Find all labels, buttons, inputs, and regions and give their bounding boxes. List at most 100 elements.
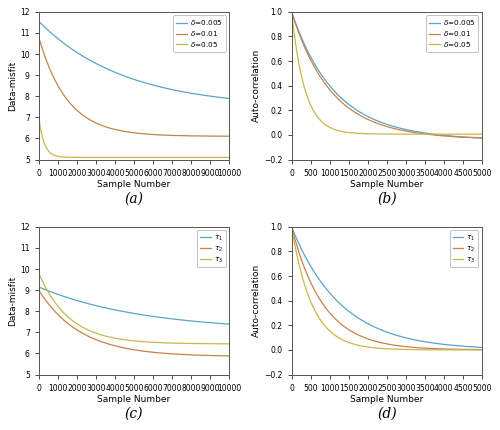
$\it{\delta}$=0.05 [226, 155, 232, 160]
$\it{\delta}$=0.01 [167, 133, 173, 138]
$\it{\tau}_1$ [466, 344, 472, 349]
$\it{\tau}_2$ [56, 312, 62, 317]
$\it{\tau}_3$ [288, 224, 294, 230]
$\it{\delta}$=0.05 [217, 155, 223, 160]
Line: $\it{\delta}$=0.005: $\it{\delta}$=0.005 [39, 22, 229, 98]
$\it{\tau}_1$ [226, 322, 232, 327]
$\it{\tau}_3$ [164, 341, 170, 346]
$\it{\delta}$=0.005 [288, 9, 294, 15]
$\it{\tau}_2$ [420, 345, 426, 350]
Line: $\it{\tau}_2$: $\it{\tau}_2$ [39, 290, 229, 356]
$\it{\tau}_1$ [164, 316, 170, 321]
$\it{\delta}$=0.005 [465, 135, 471, 140]
$\it{\tau}_1$ [326, 289, 332, 295]
Y-axis label: Auto-correlation: Auto-correlation [252, 264, 262, 337]
$\it{\tau}_1$ [73, 298, 79, 303]
X-axis label: Sample Number: Sample Number [98, 180, 170, 189]
$\it{\tau}_1$ [36, 284, 42, 289]
$\it{\delta}$=0.01 [466, 135, 472, 140]
Text: (d): (d) [377, 407, 396, 421]
Legend: $\it{\tau}_1$, $\it{\tau}_2$, $\it{\tau}_3$: $\it{\tau}_1$, $\it{\tau}_2$, $\it{\tau}… [197, 230, 226, 267]
$\it{\tau}_1$ [460, 344, 466, 349]
$\it{\delta}$=0.05 [288, 9, 294, 15]
$\it{\tau}_3$ [460, 347, 466, 353]
$\it{\tau}_3$ [326, 328, 332, 333]
$\it{\tau}_3$ [479, 347, 485, 353]
$\it{\delta}$=0.05 [479, 132, 485, 137]
$\it{\tau}_1$ [465, 344, 471, 349]
$\it{\delta}$=0.01 [326, 86, 332, 91]
Text: (a): (a) [124, 192, 144, 206]
$\it{\delta}$=0.005 [326, 82, 332, 87]
$\it{\tau}_2$ [226, 353, 232, 359]
$\it{\tau}_2$ [460, 347, 466, 352]
$\it{\tau}_1$ [288, 224, 294, 230]
Y-axis label: Data-misfit: Data-misfit [8, 61, 18, 111]
$\it{\delta}$=0.005 [164, 86, 170, 91]
X-axis label: Sample Number: Sample Number [98, 395, 170, 404]
$\it{\delta}$=0.01 [164, 133, 170, 138]
$\it{\delta}$=0.01 [36, 34, 42, 40]
$\it{\tau}_2$ [217, 353, 223, 358]
$\it{\delta}$=0.05 [466, 132, 472, 137]
$\it{\delta}$=0.01 [73, 107, 79, 112]
$\it{\tau}_1$ [56, 292, 62, 297]
$\it{\tau}_3$ [167, 341, 173, 346]
$\it{\tau}_2$ [288, 224, 294, 230]
Legend: $\it{\delta}$=0.005, $\it{\delta}$=0.01, $\it{\delta}$=0.05: $\it{\delta}$=0.005, $\it{\delta}$=0.01,… [174, 15, 226, 52]
$\it{\delta}$=0.05 [56, 154, 62, 159]
$\it{\delta}$=0.01 [465, 135, 471, 140]
Line: $\it{\tau}_3$: $\it{\tau}_3$ [39, 273, 229, 344]
Y-axis label: Data-misfit: Data-misfit [8, 276, 18, 326]
$\it{\tau}_2$ [36, 288, 42, 293]
Text: (b): (b) [377, 192, 396, 206]
$\it{\delta}$=0.005 [380, 120, 386, 126]
$\it{\tau}_2$ [164, 351, 170, 356]
$\it{\delta}$=0.05 [73, 155, 79, 160]
$\it{\tau}_3$ [147, 340, 153, 345]
$\it{\delta}$=0.005 [167, 86, 173, 92]
Line: $\it{\delta}$=0.01: $\it{\delta}$=0.01 [292, 12, 482, 138]
$\it{\tau}_1$ [167, 316, 173, 321]
$\it{\delta}$=0.005 [217, 95, 223, 100]
Legend: $\it{\delta}$=0.005, $\it{\delta}$=0.01, $\it{\delta}$=0.05: $\it{\delta}$=0.005, $\it{\delta}$=0.01,… [426, 15, 478, 52]
$\it{\tau}_2$ [380, 341, 386, 346]
$\it{\tau}_3$ [465, 347, 471, 353]
$\it{\delta}$=0.05 [460, 132, 466, 137]
$\it{\delta}$=0.01 [288, 9, 294, 15]
$\it{\delta}$=0.005 [460, 135, 466, 140]
$\it{\tau}_2$ [479, 347, 485, 352]
$\it{\delta}$=0.01 [226, 134, 232, 139]
$\it{\tau}_1$ [380, 328, 386, 333]
$\it{\delta}$=0.01 [380, 123, 386, 128]
$\it{\delta}$=0.005 [479, 135, 485, 141]
$\it{\delta}$=0.005 [466, 135, 472, 140]
$\it{\delta}$=0.01 [479, 135, 485, 140]
$\it{\delta}$=0.005 [56, 37, 62, 42]
$\it{\delta}$=0.01 [56, 84, 62, 89]
$\it{\delta}$=0.005 [420, 130, 426, 135]
$\it{\tau}_2$ [73, 327, 79, 332]
Line: $\it{\delta}$=0.05: $\it{\delta}$=0.05 [292, 12, 482, 134]
$\it{\delta}$=0.005 [73, 49, 79, 55]
$\it{\tau}_3$ [466, 347, 472, 353]
$\it{\delta}$=0.05 [380, 132, 386, 137]
Legend: $\it{\tau}_1$, $\it{\tau}_2$, $\it{\tau}_3$: $\it{\tau}_1$, $\it{\tau}_2$, $\it{\tau}… [450, 230, 478, 267]
$\it{\tau}_1$ [479, 345, 485, 350]
$\it{\tau}_2$ [326, 309, 332, 314]
Line: $\it{\tau}_1$: $\it{\tau}_1$ [292, 227, 482, 347]
$\it{\delta}$=0.005 [147, 82, 153, 87]
$\it{\delta}$=0.05 [326, 124, 332, 129]
$\it{\tau}_2$ [466, 347, 472, 352]
$\it{\delta}$=0.05 [465, 132, 471, 137]
$\it{\delta}$=0.01 [460, 135, 466, 140]
$\it{\tau}_3$ [380, 346, 386, 351]
$\it{\delta}$=0.01 [147, 132, 153, 137]
X-axis label: Sample Number: Sample Number [350, 180, 424, 189]
Line: $\it{\delta}$=0.005: $\it{\delta}$=0.005 [292, 12, 482, 138]
$\it{\tau}_2$ [147, 349, 153, 354]
Y-axis label: Auto-correlation: Auto-correlation [252, 49, 262, 122]
$\it{\tau}_3$ [73, 321, 79, 326]
$\it{\tau}_3$ [226, 341, 232, 347]
$\it{\tau}_1$ [420, 339, 426, 344]
